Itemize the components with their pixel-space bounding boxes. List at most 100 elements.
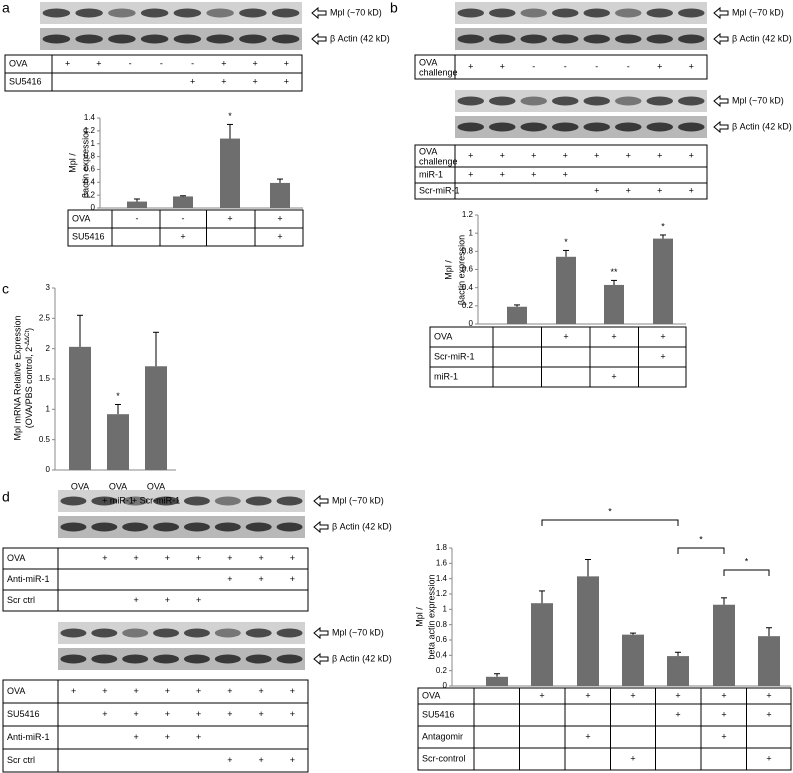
error-bar (494, 673, 500, 677)
x-tick-label: OVA (109, 481, 127, 491)
table-border (417, 687, 792, 771)
blot-strip (58, 622, 305, 644)
x-tick-label: OVA (147, 481, 165, 491)
table-cell: + (721, 690, 726, 700)
blot-strip (455, 28, 707, 50)
blot-band (520, 34, 547, 44)
y-tick-label: 0.2 (436, 666, 448, 675)
table-cell: + (585, 731, 590, 741)
blot-band (678, 8, 705, 18)
y-tick-label: 0.6 (436, 635, 448, 644)
blot-band (60, 628, 87, 638)
table-border (414, 54, 708, 80)
table-cell: + (165, 553, 170, 563)
blot-band (75, 8, 103, 18)
table-cell: - (136, 213, 139, 223)
y-tick-label: 1 (469, 228, 474, 237)
table-cell: + (227, 755, 232, 765)
table-cell: + (290, 709, 295, 719)
table-cell: + (468, 61, 473, 71)
table-cell: + (290, 755, 295, 765)
blot-label: Mpl (~70 kD) (732, 95, 784, 105)
bar (220, 138, 240, 208)
table-cell: - (595, 61, 598, 71)
blot-band (183, 654, 210, 664)
row-label: OVA (434, 331, 452, 341)
table-cell: + (180, 231, 185, 241)
error-bar (180, 195, 186, 197)
y-tick-label: 0.4 (84, 177, 96, 186)
bar (622, 634, 644, 686)
row-label: miR-1 (434, 371, 458, 381)
y-tick-label: 1 (443, 604, 448, 613)
x-tick-label: + Scr-miR-1 (132, 495, 180, 505)
bar (507, 306, 527, 324)
table-cell: + (196, 595, 201, 605)
blot-band (276, 628, 303, 638)
blot-band (678, 34, 705, 44)
blot-band (457, 8, 484, 18)
label-part: ) (24, 328, 34, 331)
blot-band (583, 34, 610, 44)
y-tick-label: 0 (469, 319, 474, 328)
table-cell: + (594, 185, 599, 195)
table-cell: + (227, 574, 232, 584)
blot-band (91, 522, 118, 532)
bar (713, 604, 735, 686)
table-border (414, 144, 708, 200)
row-sublabel: challenge (419, 67, 458, 77)
error-bar (675, 651, 681, 657)
blot-band (489, 34, 516, 44)
x-tick-label: OVA (71, 481, 89, 491)
table-cell: + (102, 709, 107, 719)
error-bar (611, 279, 617, 285)
row-label: Scr-miR-1 (434, 351, 475, 361)
panel-label: b (390, 0, 398, 16)
y-tick-label: 1.2 (84, 126, 96, 135)
y-tick-label: 1.8 (436, 543, 448, 552)
blot-label: β Actin (42 kD) (330, 33, 390, 43)
blot-band (271, 8, 300, 18)
blot-label: β Actin (42 kD) (732, 33, 792, 43)
blot-band (214, 496, 241, 506)
table-cell: + (133, 553, 138, 563)
error-bar (77, 314, 83, 347)
blot-band (122, 654, 149, 664)
table-cell: + (630, 690, 635, 700)
table-cell: + (227, 553, 232, 563)
table-cell: + (221, 58, 226, 68)
y-tick-label: 0.2 (462, 301, 474, 310)
y-axis-label: Mpl / (443, 260, 453, 280)
table-cell: + (102, 553, 107, 563)
blot-band (489, 96, 516, 106)
error-bar (115, 403, 121, 415)
table-cell: + (468, 169, 473, 179)
table-cell: + (766, 709, 771, 719)
blot-strip (40, 28, 302, 50)
blot-band (646, 8, 673, 18)
y-axis-label: (OVA/PBS control, 2-ΔΔCt) (24, 328, 34, 428)
panel-label: c (2, 281, 9, 297)
arrow-icon (313, 520, 329, 534)
table-cell: + (258, 553, 263, 563)
y-tick-label: 1.4 (84, 113, 96, 122)
table-cell: + (630, 753, 635, 763)
significance-label: * (116, 391, 120, 401)
y-tick-label: 1.2 (436, 589, 448, 598)
table-cell: - (627, 61, 630, 71)
row-label: OVA (419, 146, 437, 156)
y-tick-label: 0.6 (84, 165, 96, 174)
table-cell: + (290, 686, 295, 696)
blot-band (122, 496, 149, 506)
blot-band (457, 96, 484, 106)
y-axis-label: Mpl / (67, 153, 77, 173)
blot-band (108, 34, 136, 44)
y-tick-label: 1.4 (436, 574, 448, 583)
table-cell: + (657, 185, 662, 195)
blot-band (42, 34, 71, 44)
table-cell: + (258, 755, 263, 765)
table-cell: + (284, 58, 289, 68)
y-tick-label: 0.5 (39, 435, 51, 444)
blot-label: Mpl (~70 kD) (732, 7, 784, 17)
row-label: Scr-miR-1 (419, 185, 460, 195)
